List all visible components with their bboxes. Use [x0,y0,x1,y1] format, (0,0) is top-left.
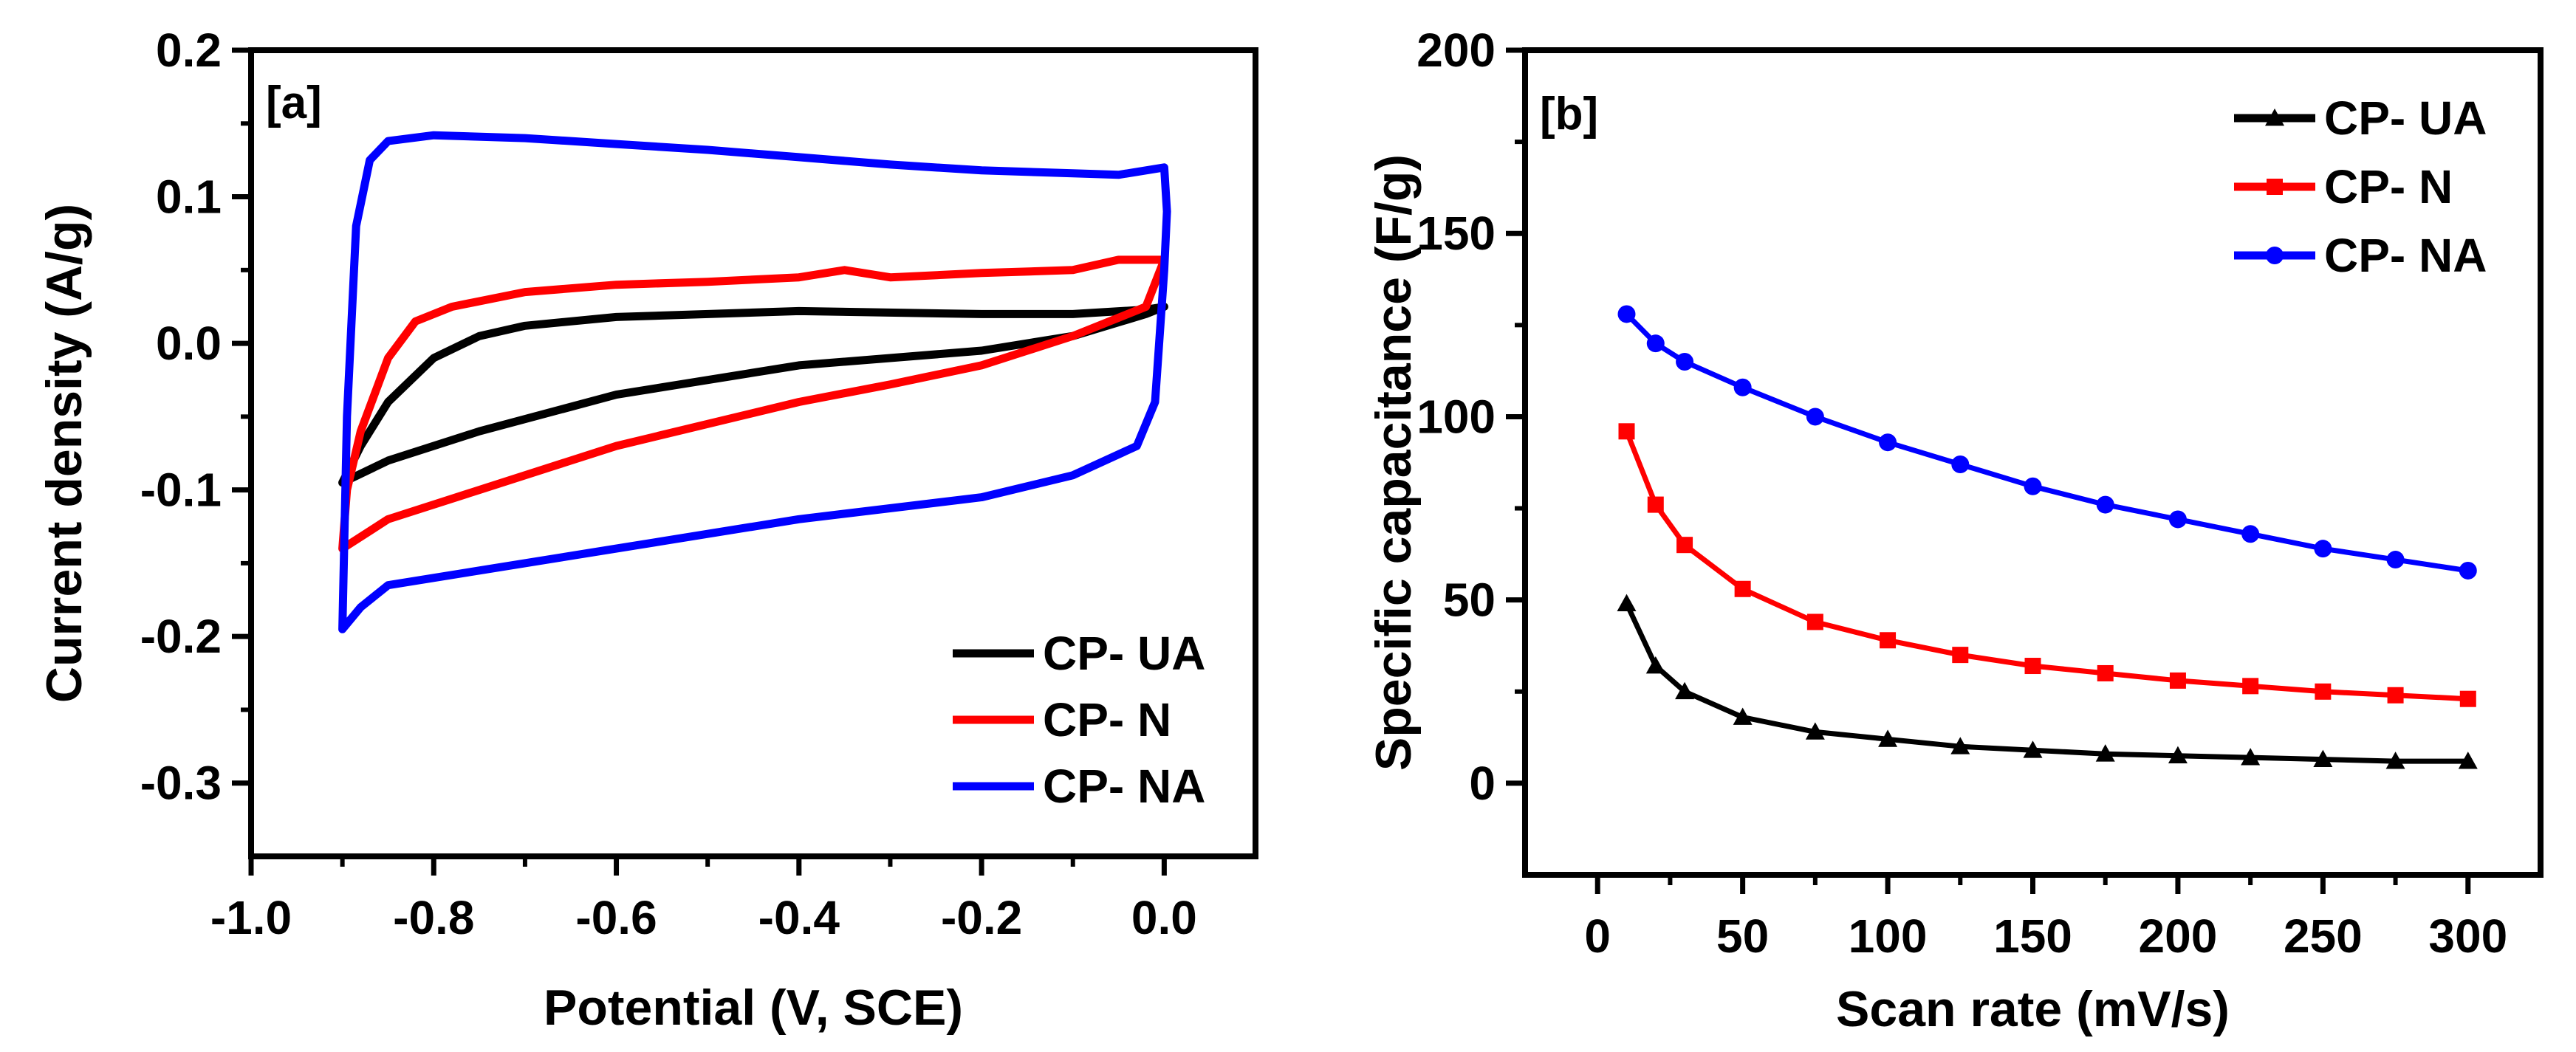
y-axis-title: Specific capacitance (F/g) [1366,154,1422,771]
data-point [2458,752,2478,769]
series-line [338,255,1168,553]
data-point [1645,656,1665,674]
panel-label: [a] [266,78,322,128]
x-axis-title: Scan rate (mV/s) [1836,981,2230,1037]
y-tick-label: 200 [1417,24,1496,77]
data-point [2023,740,2043,758]
data-point [2387,687,2404,704]
y-tick-label: 0.1 [156,171,222,224]
data-point [2169,672,2186,689]
data-point [1806,613,1823,630]
legend-label: CP- UA [2324,92,2487,145]
data-point [1878,729,1898,747]
data-point [1617,594,1637,612]
data-point [1646,334,1665,353]
data-point [1676,352,1694,371]
x-tick-label: -0.8 [393,891,474,944]
series-cp-n [338,255,1168,553]
x-tick-label: -0.6 [575,891,657,944]
data-point [1950,737,1970,754]
x-tick-label: 50 [1716,910,1769,963]
x-tick-label: 100 [1849,910,1928,963]
data-point [2096,495,2114,514]
data-point [2385,752,2405,769]
series-line [338,303,1168,487]
x-tick-label: 200 [2139,910,2218,963]
y-tick-label: 100 [1417,390,1496,443]
x-tick-label: 250 [2284,910,2363,963]
data-point [2315,683,2332,700]
data-point [2241,525,2260,543]
series-line [1624,311,2471,574]
x-axis-title: Potential (V, SCE) [544,980,963,1036]
legend-marker [2266,247,2284,264]
y-tick-label: 0.2 [156,24,222,77]
x-tick-label: 300 [2428,910,2507,963]
y-tick-label: 50 [1443,574,1496,627]
legend-label: CP- NA [1043,760,1205,813]
series-cp-na [1617,305,2477,580]
legend-label: CP- N [2324,160,2453,213]
y-tick-label: -0.2 [140,610,222,663]
y-tick-label: 0.0 [156,317,222,370]
data-point [1676,537,1693,554]
data-point [2095,744,2115,762]
legend-label: CP- N [1043,693,1171,746]
legend-marker [2267,179,2283,195]
data-point [2097,664,2114,681]
y-axis-title: Current density (A/g) [36,204,92,703]
data-point [1805,722,1825,740]
data-point [1806,408,1824,426]
data-point [2024,477,2042,495]
x-tick-label: 150 [1993,910,2072,963]
data-point [1733,707,1753,725]
data-point [1734,580,1751,597]
data-point [1733,378,1752,396]
x-tick-label: -0.2 [941,891,1022,944]
y-tick-label: 150 [1417,207,1496,260]
data-point [2459,561,2477,580]
legend-marker [2265,109,2284,126]
data-point [2024,658,2041,675]
data-point [1880,632,1897,649]
data-point [2168,746,2188,764]
x-tick-label: -0.4 [758,891,840,944]
data-point [2313,749,2333,768]
data-point [1617,305,1636,323]
data-point [1879,433,1897,452]
data-point [1951,455,1970,473]
data-point [2241,748,2261,766]
series-cp-ua [1617,594,2478,769]
legend-label: CP- NA [2324,229,2487,282]
series-cp-ua [338,303,1168,487]
x-tick-label: 0 [1584,910,1611,963]
series-cp-na [338,131,1171,633]
data-point [1675,681,1695,700]
y-tick-label: 0 [1469,757,1496,810]
data-point [2314,540,2332,558]
series-cp-n [1618,423,2476,707]
y-tick-label: -0.3 [140,757,222,810]
series-line [1624,601,2471,764]
series-line [338,131,1171,633]
series-line [1624,428,2471,702]
chart-panel-a: -1.0 -0.8 -0.6 -0.4 -0.2 0.0 -0.3 -0.2 -0.1 0.0 0.… [36,24,1258,1036]
legend-label: CP- UA [1043,627,1205,680]
data-point [1952,647,1969,664]
data-point [2386,551,2405,569]
data-point [1618,423,1635,440]
data-point [2242,678,2259,695]
chart-panel-b: 0 50 100 150 200 250 300 0 50 100 150 200 Scan rate … [1366,24,2544,1037]
x-tick-label: 0.0 [1131,891,1197,944]
x-tick-label: -1.0 [210,891,292,944]
data-point [1647,496,1664,513]
y-tick-label: -0.1 [140,464,222,517]
panel-label: [b] [1540,89,1598,140]
data-point [2168,510,2187,529]
data-point [2459,690,2476,707]
